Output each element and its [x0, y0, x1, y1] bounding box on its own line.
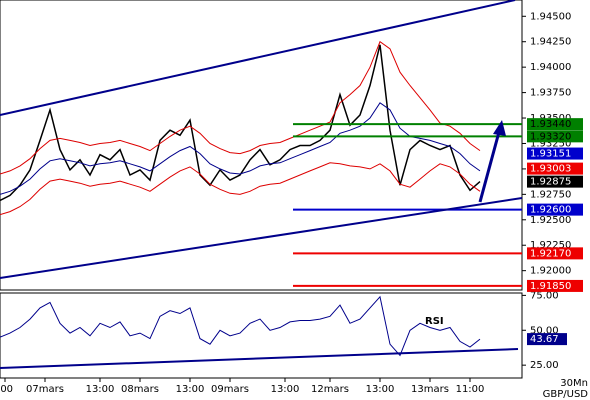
y-tick-label: 1.92750 [530, 189, 571, 200]
y-tick-label: 1.94250 [530, 37, 571, 48]
x-tick-label: 13:00 [86, 384, 115, 395]
rsi-tick-label: 75.00 [530, 290, 559, 301]
rsi-label: RSI [425, 316, 444, 327]
y-tick-label: 1.92500 [530, 215, 571, 226]
series-line [0, 40, 481, 175]
rsi-panel [0, 292, 523, 379]
trendline [0, 0, 516, 116]
x-tick-label: 09mars [211, 384, 249, 395]
level-label: 1.92600 [530, 205, 571, 216]
level-label: 1.93440 [530, 119, 571, 130]
y-tick-label: 1.92250 [530, 240, 571, 251]
level-box [527, 203, 583, 216]
rsi-value-box [527, 333, 567, 346]
timeframe: 30Mn [560, 378, 588, 389]
x-tick-label: :00 [0, 384, 13, 395]
level-label: 1.93003 [530, 164, 571, 175]
rsi-tick-label: 50.00 [530, 325, 559, 336]
x-tick-label: 07mars [26, 384, 64, 395]
level-label: 1.92170 [530, 248, 571, 259]
series-line [0, 162, 481, 216]
level-box [527, 279, 583, 292]
level-box [527, 247, 583, 260]
series-line [0, 44, 481, 202]
y-tick-label: 1.93250 [530, 138, 571, 149]
y-tick-label: 1.94000 [530, 62, 571, 73]
main-panel [0, 0, 523, 291]
level-label: 1.92875 [530, 177, 571, 188]
x-tick-label: 12mars [311, 384, 349, 395]
rsi-tick-label: 25.00 [530, 360, 559, 371]
trendline [0, 197, 522, 279]
x-tick-label: 13mars [411, 384, 449, 395]
rsi-line [0, 295, 481, 357]
symbol: GBP/USD [543, 389, 589, 400]
y-tick-label: 1.93750 [530, 88, 571, 99]
x-tick-label: 13:00 [366, 384, 395, 395]
level-label: 1.93151 [530, 149, 571, 160]
arrow [478, 131, 501, 203]
level-box [527, 175, 583, 188]
level-box [527, 147, 583, 160]
level-label: 1.93320 [530, 131, 571, 142]
x-tick-label: 11:00 [456, 384, 485, 395]
series-line [0, 102, 481, 195]
x-tick-label: 13:00 [176, 384, 205, 395]
y-tick-label: 1.92000 [530, 266, 571, 277]
rsi-trendline [0, 348, 519, 369]
x-tick-label: 13:00 [271, 384, 300, 395]
level-box [527, 130, 583, 143]
y-tick-label: 1.94500 [530, 11, 571, 22]
rsi-value-label: 43.67 [530, 334, 559, 345]
level-box [527, 162, 583, 175]
level-box [527, 118, 583, 131]
x-tick-label: 08mars [121, 384, 159, 395]
arrow-head [493, 120, 506, 136]
level-label: 1.91850 [530, 281, 571, 292]
